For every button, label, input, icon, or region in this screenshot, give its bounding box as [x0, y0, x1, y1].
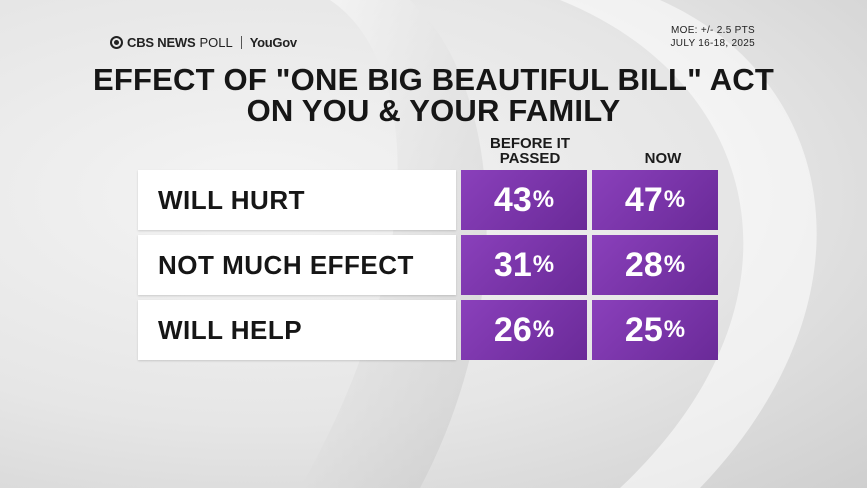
chart-title-line-2: ON YOU & YOUR FAMILY: [246, 93, 621, 128]
row-label: NOT MUCH EFFECT: [138, 235, 456, 295]
value-number: 47: [624, 180, 663, 219]
value-number: 26: [493, 310, 532, 349]
brand-partner: YouGov: [249, 35, 297, 50]
value-unit: %: [532, 186, 555, 213]
table-row: WILL HELP 26% 25%: [138, 300, 718, 360]
table-row: NOT MUCH EFFECT 31% 28%: [138, 235, 718, 295]
chart-title-line-1: EFFECT OF "ONE BIG BEAUTIFUL BILL" ACT: [92, 62, 775, 97]
value-cell-now: 28%: [592, 235, 718, 295]
poll-dates: JULY 16-18, 2025: [670, 38, 755, 49]
chart-title: EFFECT OF "ONE BIG BEAUTIFUL BILL" ACT O…: [0, 64, 867, 126]
value-unit: %: [663, 251, 686, 278]
value-number: 28: [624, 245, 663, 284]
value-number: 25: [624, 310, 663, 349]
column-header-before-line-2: PASSED: [499, 150, 561, 167]
value-number: 43: [493, 180, 532, 219]
brand-cbs: CBS NEWS: [127, 35, 196, 50]
row-label: WILL HURT: [138, 170, 456, 230]
value-unit: %: [663, 316, 686, 343]
value-cell-before: 26%: [461, 300, 587, 360]
brand-logo: CBS NEWS POLL YouGov: [110, 35, 297, 50]
column-header-now-label: NOW: [644, 150, 682, 167]
value-unit: %: [663, 186, 686, 213]
results-table: WILL HURT 43% 47% NOT MUCH EFFECT 31% 28% WILL…: [138, 170, 718, 365]
column-header-before: BEFORE IT PASSED: [467, 136, 593, 166]
value-cell-now: 47%: [592, 170, 718, 230]
brand-divider: [240, 36, 242, 49]
value-cell-now: 25%: [592, 300, 718, 360]
value-number: 31: [493, 245, 532, 284]
margin-of-error: MOE: +/- 2.5 PTS: [671, 25, 755, 36]
cbs-eye-icon: [110, 36, 123, 49]
poll-meta: MOE: +/- 2.5 PTS JULY 16-18, 2025: [671, 24, 756, 50]
value-unit: %: [532, 251, 555, 278]
table-row: WILL HURT 43% 47%: [138, 170, 718, 230]
value-unit: %: [532, 316, 555, 343]
column-header-now: NOW: [600, 151, 726, 166]
value-cell-before: 31%: [461, 235, 587, 295]
row-label: WILL HELP: [138, 300, 456, 360]
brand-poll: POLL: [199, 35, 233, 50]
column-header-before-line-1: BEFORE IT: [489, 135, 570, 152]
value-cell-before: 43%: [461, 170, 587, 230]
